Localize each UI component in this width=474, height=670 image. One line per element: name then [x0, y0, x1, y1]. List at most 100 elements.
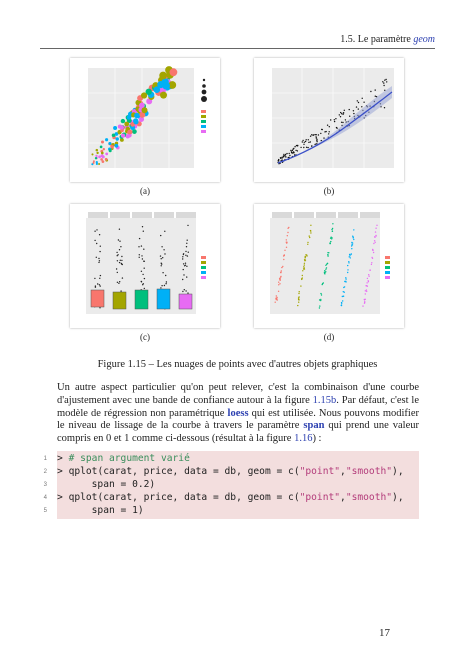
para-text-1: Un autre aspect particulier qu'on peut r… [57, 382, 419, 406]
para-text-5: ) : [312, 433, 322, 445]
scatter-point [293, 152, 295, 154]
scatter-point [368, 275, 370, 277]
scatter-point [372, 249, 374, 251]
scatter-point [183, 274, 185, 276]
scatter-point [115, 268, 118, 270]
scatter-point [328, 131, 330, 133]
scatter-point [160, 287, 162, 289]
scatter-point [187, 224, 189, 227]
scatter-point [119, 240, 121, 242]
scatter-point [119, 125, 124, 130]
scatter-point [287, 227, 289, 229]
scatter-point [307, 241, 309, 244]
scatter-point [105, 138, 109, 142]
scatter-point [329, 242, 331, 244]
scatter-point [285, 246, 288, 248]
scatter-point [364, 290, 366, 292]
scatter-point [104, 157, 108, 161]
scatter-point [140, 245, 143, 247]
scatter-point [302, 270, 304, 272]
scatter-point [326, 263, 328, 265]
scatter-point [325, 267, 328, 269]
scatter-point [277, 160, 279, 162]
scatter-point [99, 274, 102, 277]
scatter-point [288, 152, 290, 155]
scatter-point [384, 79, 386, 81]
scatter-point [339, 116, 342, 118]
scatter-point [139, 102, 145, 109]
scatter-point [163, 249, 165, 251]
scatter-point [278, 281, 280, 283]
scatter-point [153, 86, 161, 94]
legend-cut [201, 256, 206, 279]
scatter-point [182, 258, 184, 260]
scatter-point [331, 227, 334, 230]
figure-ref-link-2[interactable]: 1.16 [294, 433, 313, 445]
scatter-point [307, 243, 309, 245]
scatter-point [384, 89, 386, 91]
code-line: 1 > # span argument varié [43, 453, 190, 464]
scatter-point [353, 112, 355, 115]
scatter-point [372, 251, 375, 254]
scatter-point [133, 118, 139, 124]
scatter-point [331, 238, 333, 240]
scatter-point [161, 285, 163, 287]
scatter-point [97, 283, 99, 285]
scatter-point [162, 257, 164, 259]
scatter-point [330, 119, 332, 121]
scatter-point [92, 161, 95, 164]
legend-size [201, 78, 207, 102]
figure-panel-d [254, 204, 404, 328]
scatter-point [100, 154, 104, 158]
scatter-point [94, 230, 96, 232]
scatter-point [116, 255, 118, 257]
scatter-point [111, 133, 116, 137]
scatter-point [341, 295, 343, 298]
scatter-point [168, 81, 177, 89]
scatter-point [95, 256, 97, 258]
scatter-point [345, 278, 347, 280]
scatter-point [321, 128, 323, 131]
scatter-point [138, 116, 145, 122]
scatter-point [340, 301, 343, 304]
scatter-point [186, 239, 188, 241]
scatter-point [357, 108, 359, 110]
scatter-point [327, 255, 329, 257]
scatter-point [289, 154, 291, 157]
scatter-point [374, 231, 377, 233]
scatter-point [119, 281, 121, 283]
scatter-point [309, 229, 312, 232]
scatter-point [282, 265, 284, 268]
scatter-point [143, 260, 145, 262]
scatter-point [182, 256, 184, 258]
scatter-point [276, 299, 278, 301]
scatter-point [280, 271, 282, 273]
scatter-point [113, 126, 118, 130]
scatter-point [145, 88, 152, 95]
scatter-point [350, 253, 352, 256]
figure-panel-b [254, 58, 404, 182]
scatter-point [105, 152, 109, 156]
scatter-point [296, 150, 299, 152]
scatter-point [185, 250, 187, 253]
scatter-point [349, 255, 351, 257]
scatter-point [311, 145, 313, 147]
scatter-point [169, 68, 178, 77]
scatter-point [308, 235, 310, 237]
scatter-point [320, 132, 322, 135]
figure-ref-link[interactable]: 1.15b [312, 394, 337, 406]
scatter-point [370, 90, 372, 93]
scatter-point [296, 145, 299, 147]
scatter-point [138, 256, 140, 258]
scatter-point [186, 242, 188, 244]
scatter-point [341, 113, 343, 115]
scatter-point [303, 146, 305, 149]
scatter-point [365, 289, 368, 291]
scatter-point [349, 115, 351, 117]
scatter-point [333, 119, 335, 121]
scatter-size-color-plot [88, 66, 207, 168]
scatter-point [303, 262, 306, 264]
scatter-point [98, 234, 101, 236]
keyword-loess: loess [227, 407, 249, 419]
scatter-point [102, 147, 106, 151]
